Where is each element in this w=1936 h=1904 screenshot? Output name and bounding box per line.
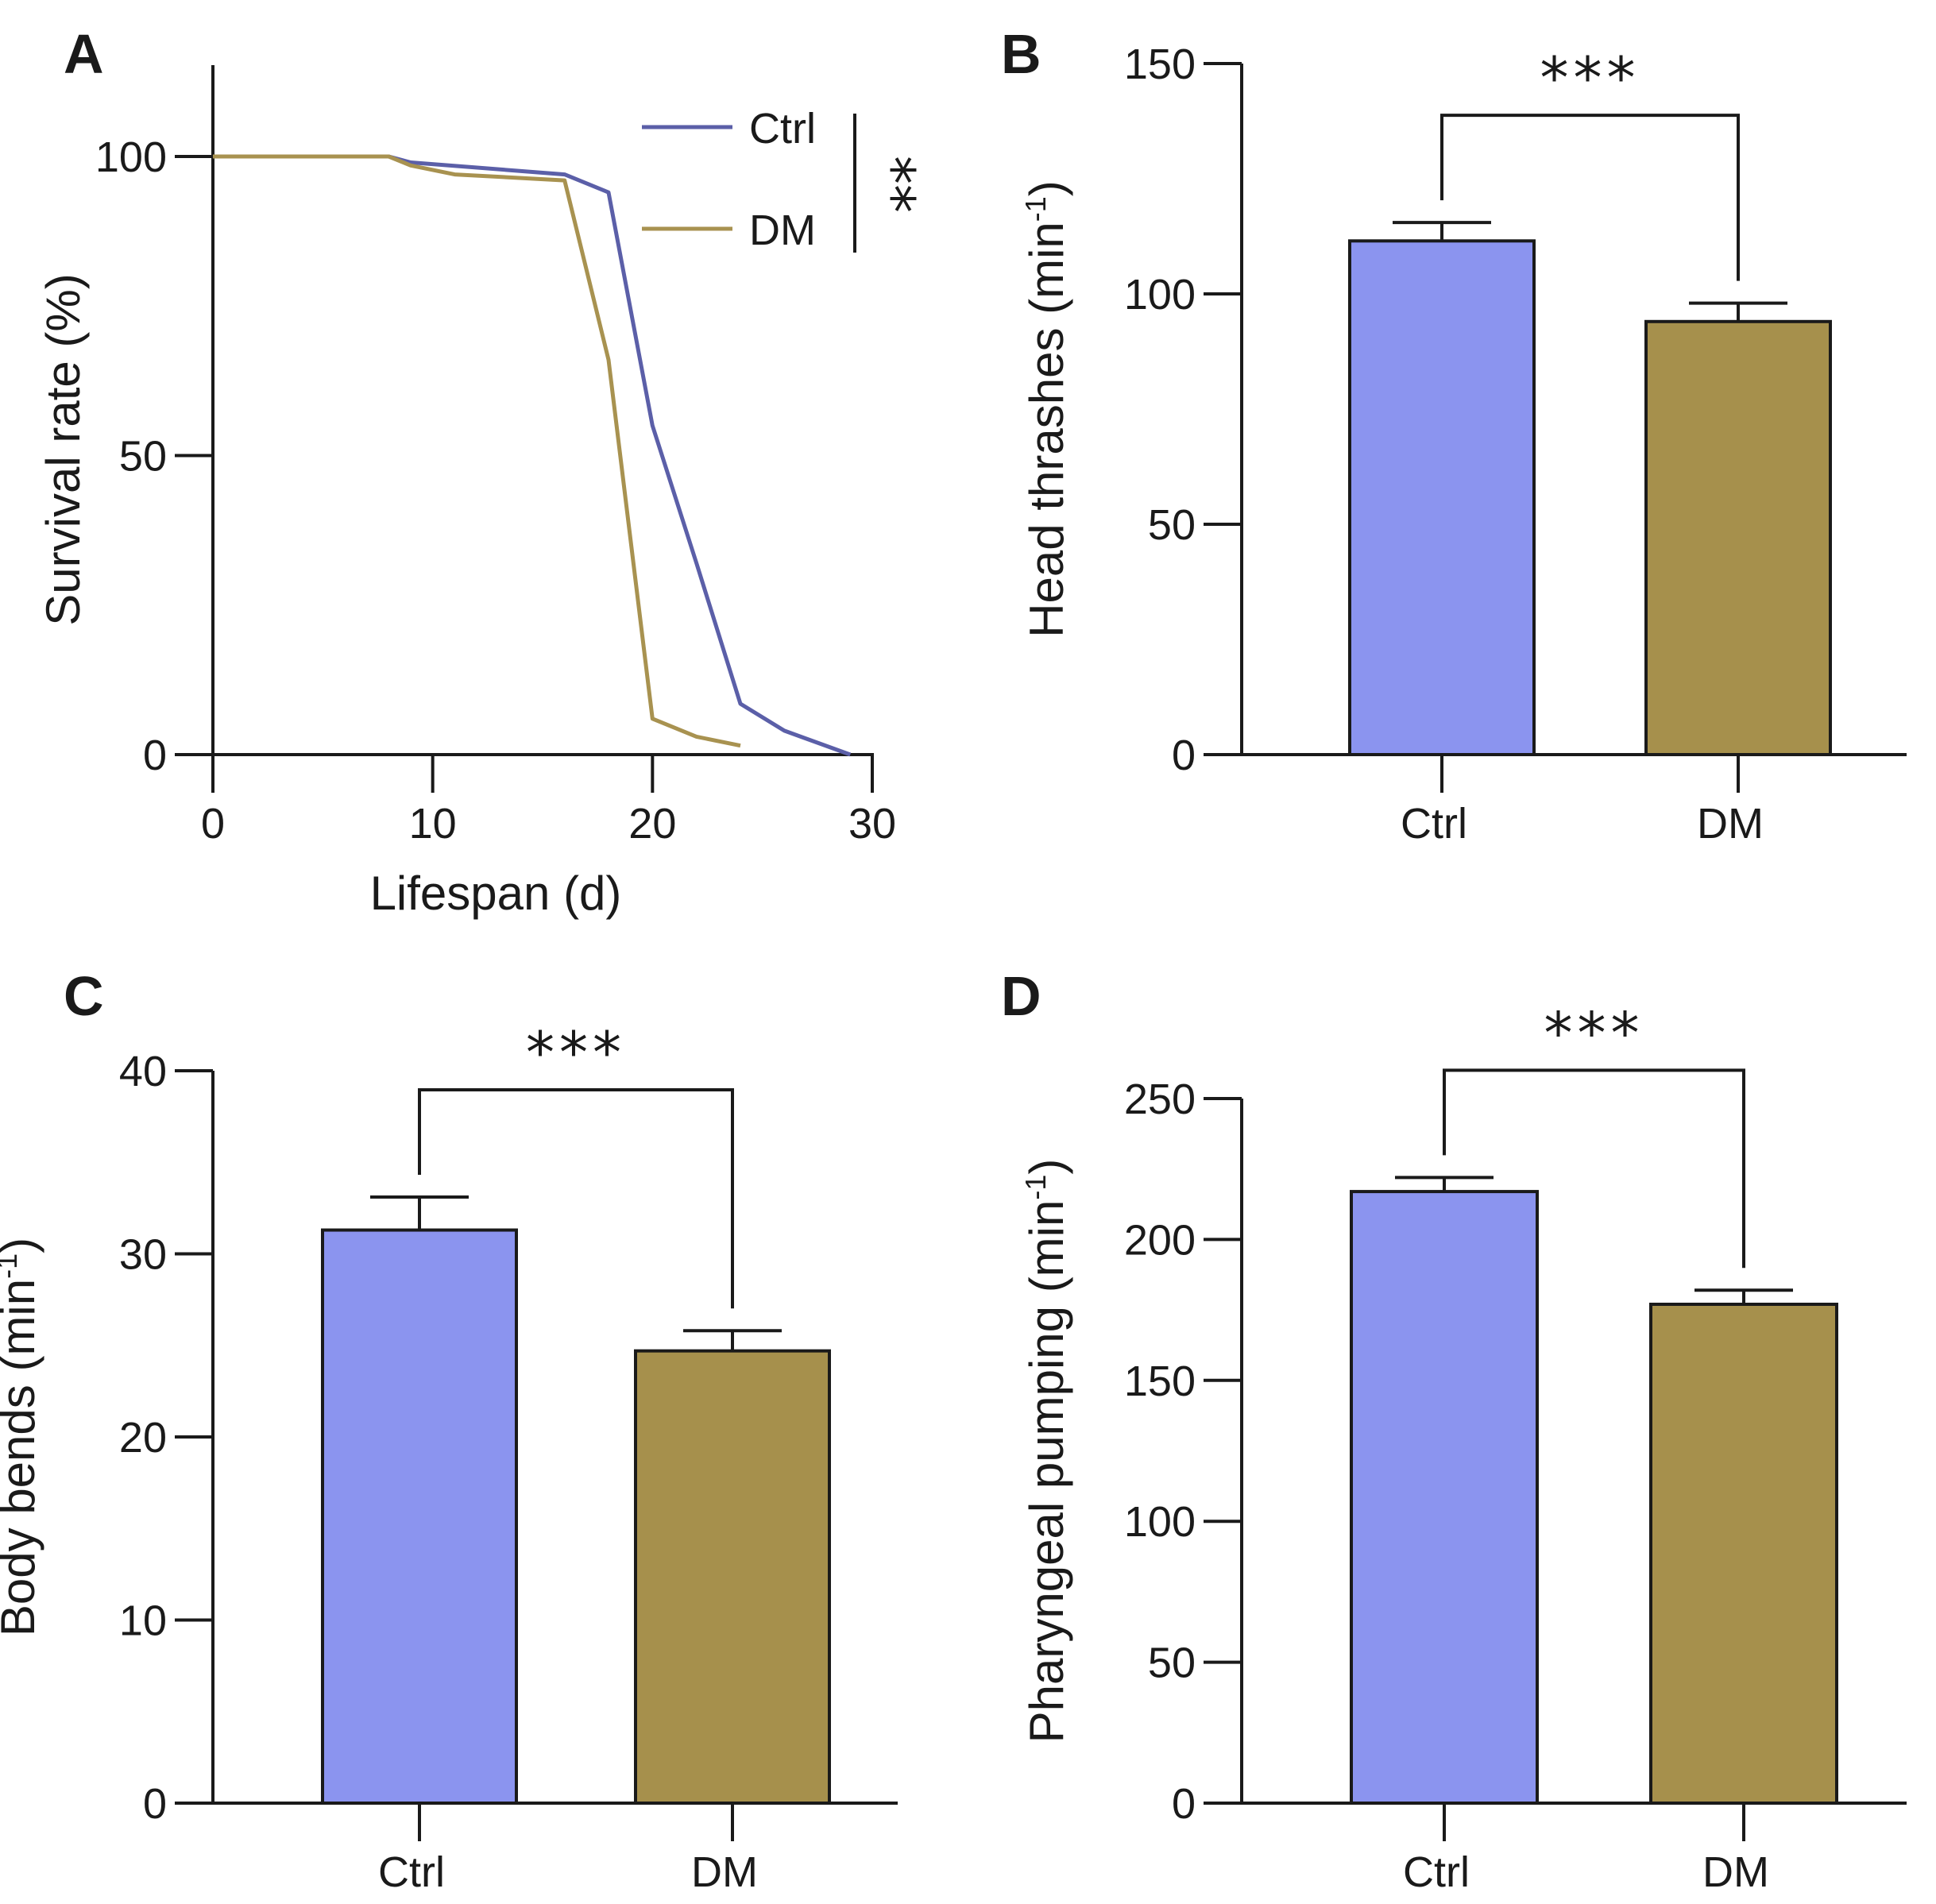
x-tick-label-dm: DM [1702, 1848, 1769, 1896]
y-tick-label: 50 [119, 433, 167, 481]
y-tick-label: 40 [119, 1048, 167, 1095]
significance-label: *** [1544, 999, 1644, 1066]
bar-ctrl [1348, 239, 1536, 756]
y-tick-label: 200 [1124, 1216, 1196, 1264]
y-axis-title-superscript: -1 [0, 1253, 23, 1279]
x-tick-label: 20 [628, 800, 676, 848]
y-tick-label: 50 [1148, 1639, 1196, 1687]
y-axis-title-end: ) [1020, 180, 1073, 196]
panel-d-pharyngeal-pumping-chart: D 0 50 100 150 200 250 Ctrl DM *** Pharyngeal pump… [1001, 965, 1907, 1896]
significance-bracket [1440, 114, 1740, 281]
legend-label-ctrl: Ctrl [749, 105, 816, 153]
y-tick-label: 150 [1124, 41, 1196, 88]
y-axis-title-text: Pharyngeal pumping (min [1020, 1200, 1073, 1744]
bar-ctrl [1350, 1190, 1539, 1805]
y-axis-title: Survival rate (%) [37, 273, 90, 625]
x-tick-label: 30 [848, 800, 896, 848]
y-tick-label: 50 [1148, 501, 1196, 549]
y-tick-label: 150 [1124, 1358, 1196, 1405]
y-tick-label: 10 [119, 1597, 167, 1645]
y-tick-label: 0 [1172, 732, 1196, 779]
y-tick-label: 0 [1172, 1780, 1196, 1828]
y-tick-label: 100 [1124, 271, 1196, 319]
panel-c-body-bends-chart: C 0 10 20 30 40 Ctrl DM *** Body bends (min-1) [0, 965, 898, 1896]
y-tick-label: 0 [143, 732, 167, 779]
bar-dm [1644, 319, 1832, 756]
y-tick-label: 250 [1124, 1076, 1196, 1123]
y-axis-title: Head thrashes (min-1) [1019, 180, 1073, 638]
y-tick-label: 20 [119, 1414, 167, 1462]
panel-b-head-thrashes-chart: B 0 50 100 150 Ctrl DM *** Head thrashes (min-1) [1001, 23, 1907, 848]
significance-label: *** [1540, 44, 1640, 111]
y-axis-title-end: ) [1020, 1159, 1073, 1175]
significance-bracket [1443, 1068, 1745, 1269]
y-tick-label: 0 [143, 1780, 167, 1828]
y-axis-title-text: Body bends (min [0, 1279, 44, 1636]
x-axis-title: Lifespan (d) [370, 867, 622, 920]
x-tick-label-dm: DM [691, 1848, 758, 1896]
y-axis-title: Body bends (min-1) [0, 1238, 44, 1636]
panel-a-survival-chart: A 0 50 100 0 10 20 30 Lifespan (d) Survival rate … [37, 23, 927, 920]
y-tick-label: 100 [95, 133, 167, 181]
x-tick-label-dm: DM [1697, 800, 1764, 848]
x-tick-label: 10 [409, 800, 457, 848]
bar-dm [634, 1349, 831, 1806]
significance-label: ** [860, 156, 927, 213]
legend-label-dm: DM [749, 207, 816, 254]
y-axis-title-superscript: -1 [1019, 1175, 1052, 1200]
y-tick-label: 100 [1124, 1498, 1196, 1546]
panel-letter: A [64, 23, 104, 85]
bar-ctrl [321, 1228, 518, 1806]
significance-label: *** [526, 1019, 626, 1086]
significance-bracket [418, 1088, 734, 1309]
y-axis-title: Pharyngeal pumping (min-1) [1019, 1159, 1073, 1744]
panel-letter: B [1001, 23, 1041, 85]
y-tick-label: 30 [119, 1231, 167, 1279]
panel-letter: C [64, 965, 104, 1027]
bar-dm [1649, 1303, 1838, 1805]
x-tick-label-ctrl: Ctrl [1403, 1848, 1470, 1896]
x-tick-label-ctrl: Ctrl [378, 1848, 445, 1896]
x-tick-label-ctrl: Ctrl [1401, 800, 1467, 848]
y-axis-title-end: ) [0, 1238, 44, 1253]
y-axis-title-text: Head thrashes (min [1020, 222, 1073, 638]
x-tick-label: 0 [201, 800, 225, 848]
panel-letter: D [1001, 965, 1041, 1027]
y-axis-title-superscript: -1 [1019, 196, 1052, 222]
